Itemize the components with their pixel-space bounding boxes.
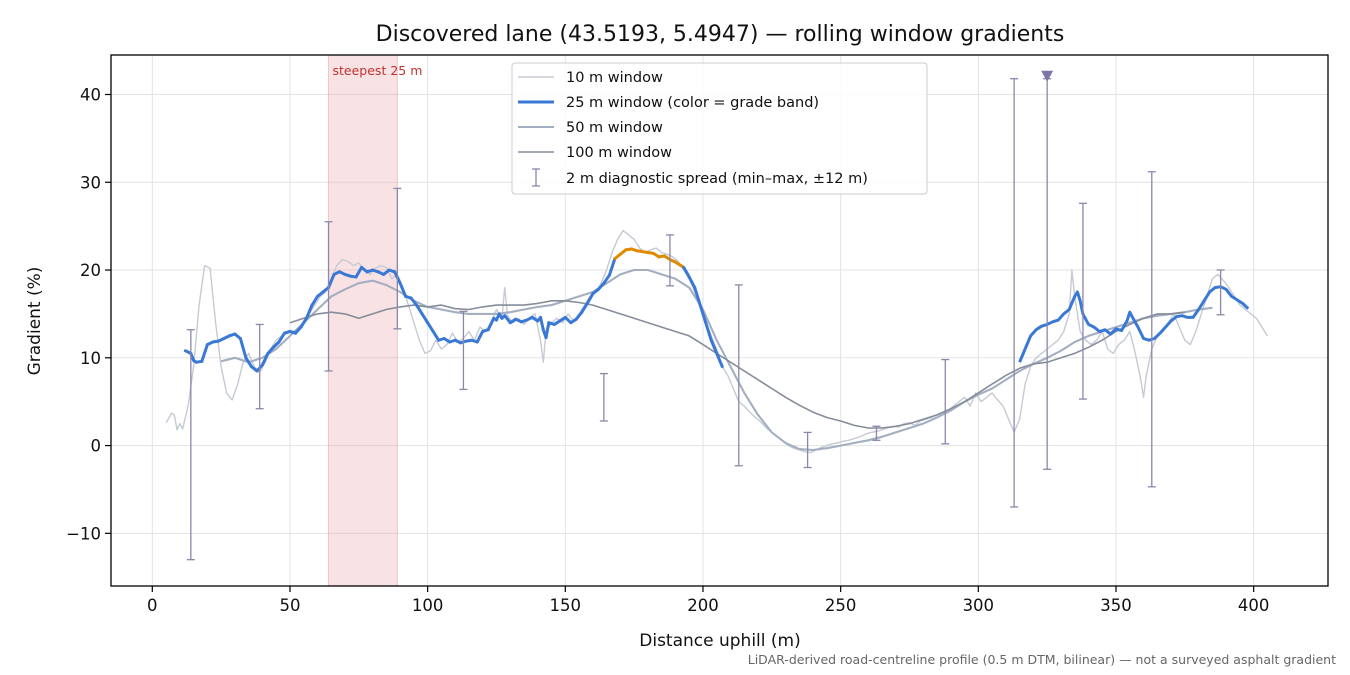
series-25m-segment	[580, 301, 589, 314]
legend-label-50m: 50 m window	[566, 120, 663, 136]
series-25m-segment	[277, 331, 286, 344]
series-25m-segment	[260, 351, 270, 367]
error-bar-7	[734, 284, 743, 467]
plot-frame	[110, 54, 1329, 587]
series-25m-segment	[585, 292, 595, 305]
error-bar-11	[1010, 78, 1019, 508]
x-tick-label-1: 50	[279, 596, 300, 615]
error-bar-2	[324, 221, 333, 372]
series-25m-segment	[398, 281, 408, 298]
series-line-4	[289, 300, 1185, 429]
error-bar-15	[1216, 269, 1225, 316]
error-bar-layer	[186, 78, 1225, 561]
x-tick-label-0: 0	[147, 596, 158, 615]
error-bar-5	[599, 372, 608, 422]
y-tick-label-2: 10	[80, 349, 101, 368]
error-bar-14	[1147, 171, 1156, 488]
x-axis-ticks: 0 50 100 150 200 250 300 350 400	[147, 586, 1269, 615]
error-bar-12	[1043, 78, 1052, 470]
legend-label-errorbar: 2 m diagnostic spread (min–max, ±12 m)	[566, 171, 868, 187]
x-tick-label-4: 200	[687, 596, 719, 615]
steepest-band-label: steepest 25 m	[333, 63, 423, 78]
series-25m-segment	[544, 321, 551, 340]
error-bar-8	[803, 431, 812, 469]
y-tick-label-4: 30	[80, 173, 101, 192]
legend-swatch-errorbar	[532, 168, 540, 187]
y-tick-label-3: 20	[80, 261, 101, 280]
x-tick-label-2: 100	[412, 596, 444, 615]
series-25m-segment	[486, 316, 496, 332]
steepest-band-rect	[328, 54, 398, 587]
series-25m-segment	[354, 265, 364, 279]
y-axis-label: Gradient (%)	[25, 267, 45, 376]
error-bar-1	[255, 323, 264, 410]
legend-box	[511, 62, 928, 195]
series-25m-segment	[310, 294, 320, 307]
series-line-2	[1018, 285, 1250, 363]
x-tick-label-6: 300	[963, 596, 995, 615]
y-tick-label-1: 0	[91, 437, 102, 456]
series-25m-segment	[327, 272, 336, 290]
series-25m-segment	[704, 321, 713, 342]
series-25m-segment	[244, 356, 253, 369]
x-tick-label-5: 250	[825, 596, 857, 615]
series-25m-segment	[415, 303, 424, 316]
chart-title: Discovered lane (43.5193, 5.4947) — roll…	[376, 22, 1065, 47]
series-25m-segment	[539, 315, 545, 332]
error-bar-6	[665, 234, 674, 287]
steepest-band: steepest 25 m	[328, 54, 423, 587]
series-25m-segment	[607, 257, 617, 277]
x-tick-label-8: 400	[1238, 596, 1270, 615]
series-25m-segment	[709, 338, 719, 355]
legend-label-10m: 10 m window	[566, 70, 663, 86]
series-25m-segment	[475, 329, 485, 344]
legend-label-100m: 100 m window	[566, 145, 672, 161]
legend: 10 m window 25 m window (color = grade b…	[511, 62, 928, 195]
legend-label-25m: 25 m window (color = grade band)	[566, 95, 819, 111]
series-25m-segment	[715, 351, 724, 369]
error-bar-3	[393, 187, 402, 330]
spike-marker	[1041, 70, 1054, 82]
x-axis-label: Distance uphill (m)	[639, 631, 800, 651]
series-25m-segment	[687, 275, 697, 290]
y-axis-ticks: −10 0 10 20 30 40	[66, 85, 111, 543]
series-25m-segment	[602, 273, 611, 285]
series-25m-segment	[238, 336, 248, 360]
series-25m-segment	[693, 286, 702, 307]
series-25m-segment	[304, 303, 314, 320]
error-bar-0	[186, 329, 195, 561]
error-bar-10	[941, 358, 950, 445]
series-layer	[165, 229, 1268, 454]
series-25m-segment	[420, 312, 430, 325]
x-tick-label-3: 150	[550, 596, 582, 615]
marker-layer	[1041, 70, 1054, 82]
y-tick-label-0: −10	[66, 524, 101, 543]
series-25m-segment	[200, 343, 209, 363]
y-tick-label-5: 40	[80, 85, 101, 104]
source-note: LiDAR-derived road-centreline profile (0…	[748, 652, 1336, 667]
x-tick-label-7: 350	[1100, 596, 1132, 615]
series-25m-segment	[426, 321, 435, 333]
error-bar-4	[459, 310, 468, 391]
error-bar-9	[872, 425, 881, 441]
series-25m-segment	[431, 329, 441, 342]
error-bar-13	[1078, 202, 1087, 400]
series-25m-segment	[682, 265, 691, 279]
series-25m-segment	[698, 303, 708, 325]
series-25m-segment	[299, 316, 308, 329]
